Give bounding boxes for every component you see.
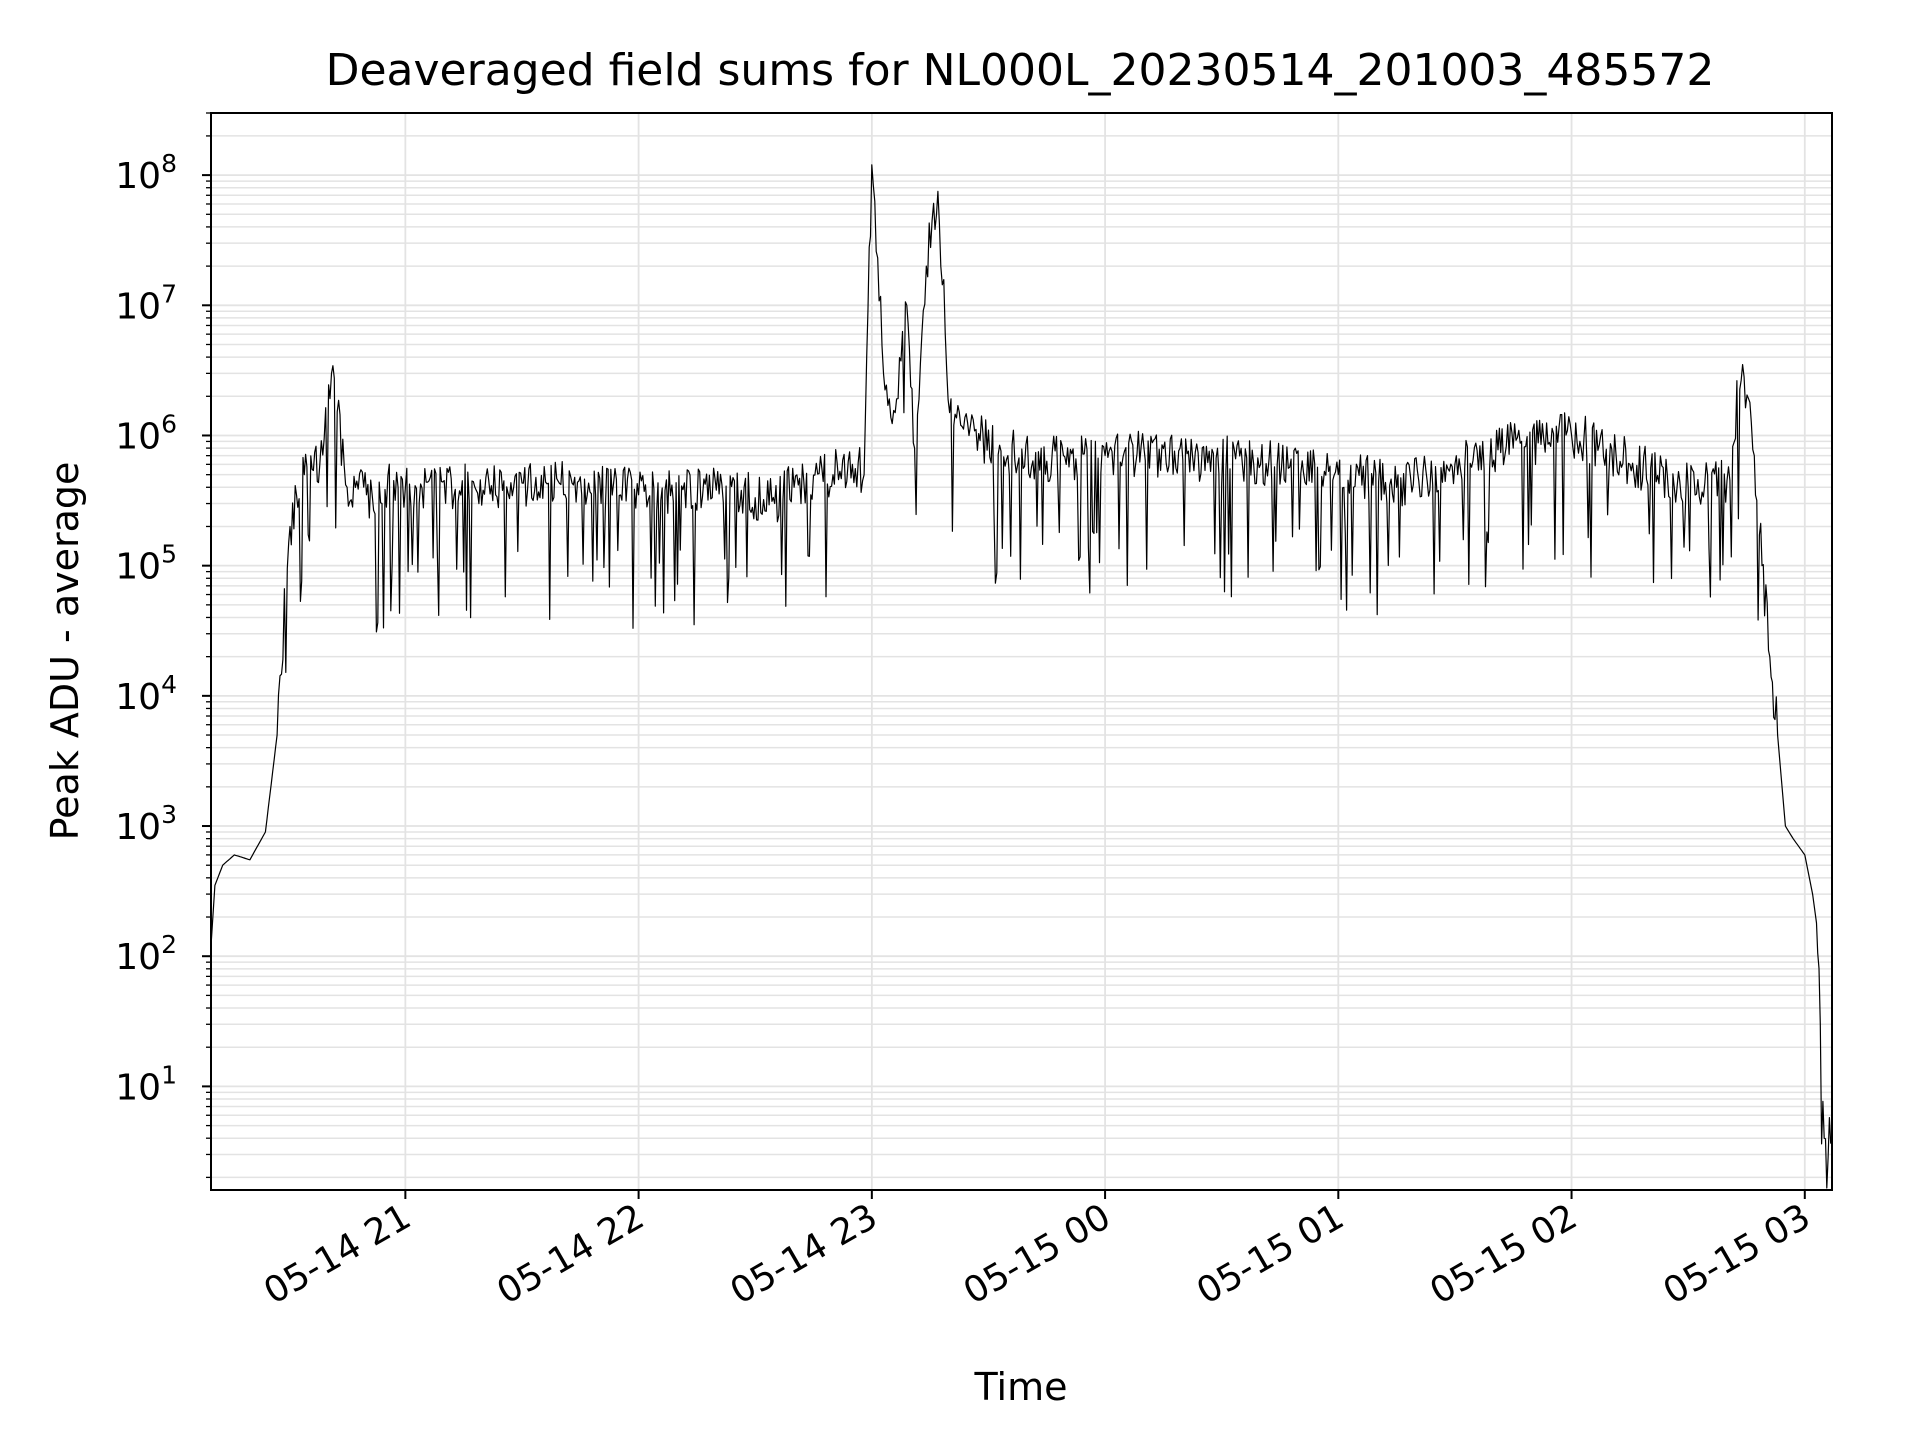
grid: [211, 112, 1832, 1190]
y-tick-label: 105: [115, 540, 177, 588]
y-tick-label: 103: [115, 800, 177, 848]
y-axis-label: Peak ADU - average: [43, 462, 87, 841]
axes-frame: [210, 112, 1833, 1191]
plot-area: [210, 164, 1833, 1189]
y-tick-label: 108: [115, 149, 177, 197]
chart-title: Deaveraged field sums for NL000L_2023051…: [326, 45, 1715, 96]
y-tick-label: 106: [115, 409, 177, 457]
y-axis: 101 102 103 104 105 106 107 108: [115, 112, 211, 1179]
series-line: [210, 164, 1833, 1189]
y-tick-label: 104: [115, 670, 177, 718]
y-tick-label: 102: [115, 930, 177, 978]
y-tick-label: 101: [115, 1060, 177, 1108]
x-axis-label: Time: [974, 1365, 1068, 1409]
y-tick-label: 107: [115, 279, 177, 327]
